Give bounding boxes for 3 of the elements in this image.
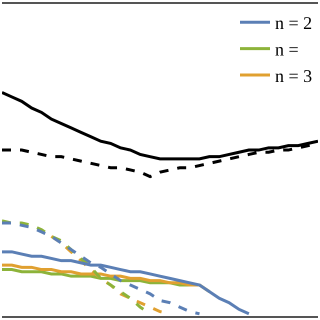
legend-label: n = 2 <box>275 13 312 34</box>
legend-label: n = <box>275 40 299 60</box>
legend-label: n = 3 <box>275 66 312 86</box>
